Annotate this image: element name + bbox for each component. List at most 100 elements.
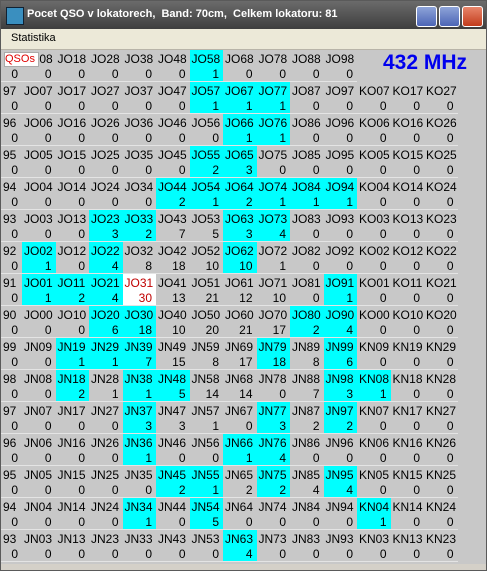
locator-cell[interactable]: JO53 5 — [189, 210, 223, 242]
locator-cell[interactable]: JO56 0 — [189, 114, 223, 146]
locator-cell[interactable]: JN93 0 — [323, 530, 357, 562]
locator-cell[interactable]: JN23 0 — [89, 530, 123, 562]
locator-cell[interactable]: JN75 2 — [256, 466, 290, 498]
locator-cell[interactable]: JO95 0 — [323, 146, 357, 178]
locator-cell[interactable]: JN85 4 — [290, 466, 324, 498]
locator-cell[interactable]: KN05 0 — [357, 466, 391, 498]
locator-cell[interactable]: JO47 0 — [156, 82, 190, 114]
locator-cell[interactable]: KO15 0 — [390, 146, 424, 178]
locator-cell[interactable]: JO54 1 — [189, 178, 223, 210]
locator-cell[interactable]: KN23 0 — [424, 530, 458, 562]
locator-cell[interactable]: JN98 3 — [323, 370, 357, 402]
locator-cell[interactable]: JO60 21 — [223, 306, 257, 338]
locator-cell[interactable]: JO25 0 — [89, 146, 123, 178]
locator-cell[interactable]: KO17 0 — [390, 82, 424, 114]
locator-cell[interactable]: KN17 0 — [390, 402, 424, 434]
minimize-button[interactable] — [416, 6, 437, 27]
locator-cell[interactable]: KO16 0 — [390, 114, 424, 146]
locator-cell[interactable]: JN07 0 — [22, 402, 56, 434]
locator-cell[interactable]: KO23 0 — [424, 210, 458, 242]
locator-cell[interactable]: KN27 0 — [424, 402, 458, 434]
locator-cell[interactable]: JN64 0 — [223, 498, 257, 530]
locator-cell[interactable]: JO77 1 — [256, 82, 290, 114]
locator-cell[interactable]: KO12 0 — [390, 242, 424, 274]
locator-cell[interactable]: JO12 0 — [55, 242, 89, 274]
locator-cell[interactable]: JN35 0 — [122, 466, 156, 498]
locator-cell[interactable]: JN94 0 — [323, 498, 357, 530]
locator-cell[interactable]: JN43 0 — [156, 530, 190, 562]
locator-cell[interactable]: JN88 7 — [290, 370, 324, 402]
locator-cell[interactable]: KO02 0 — [357, 242, 391, 274]
locator-cell[interactable]: 92 0 — [1, 242, 22, 274]
locator-cell[interactable]: KN19 0 — [390, 338, 424, 370]
locator-cell[interactable]: 97 0 — [1, 402, 22, 434]
locator-cell[interactable]: JO24 0 — [89, 178, 123, 210]
locator-cell[interactable]: KO21 0 — [424, 274, 458, 306]
locator-cell[interactable]: KN03 0 — [357, 530, 391, 562]
locator-cell[interactable]: JN49 15 — [156, 338, 190, 370]
locator-cell[interactable]: JN25 0 — [89, 466, 123, 498]
locator-cell[interactable]: KN09 0 — [357, 338, 391, 370]
locator-cell[interactable]: JO23 3 — [89, 210, 123, 242]
locator-cell[interactable]: JO50 20 — [189, 306, 223, 338]
locator-cell[interactable]: JN83 0 — [290, 530, 324, 562]
locator-cell[interactable]: JN37 3 — [122, 402, 156, 434]
locator-cell[interactable]: KN07 0 — [357, 402, 391, 434]
locator-cell[interactable]: JO92 0 — [323, 242, 357, 274]
locator-cell[interactable]: JN79 18 — [256, 338, 290, 370]
locator-cell[interactable]: JO58 1 — [189, 50, 223, 82]
locator-cell[interactable]: JO22 4 — [89, 242, 123, 274]
locator-cell[interactable]: JO46 0 — [156, 114, 190, 146]
locator-cell[interactable]: JN96 0 — [323, 434, 357, 466]
locator-cell[interactable]: 95 0 — [1, 466, 22, 498]
locator-cell[interactable]: JN46 0 — [156, 434, 190, 466]
locator-cell[interactable]: KN14 0 — [390, 498, 424, 530]
locator-cell[interactable]: JO51 21 — [189, 274, 223, 306]
locator-cell[interactable]: KO06 0 — [357, 114, 391, 146]
locator-cell[interactable]: JO13 0 — [55, 210, 89, 242]
locator-cell[interactable]: 96 0 — [1, 434, 22, 466]
locator-cell[interactable]: JO40 10 — [156, 306, 190, 338]
locator-cell[interactable]: JO61 12 — [223, 274, 257, 306]
locator-cell[interactable]: JN47 3 — [156, 402, 190, 434]
locator-cell[interactable]: 98 0 — [1, 370, 22, 402]
locator-cell[interactable]: KO25 0 — [424, 146, 458, 178]
locator-cell[interactable]: KO10 0 — [390, 306, 424, 338]
locator-cell[interactable]: JN24 0 — [89, 498, 123, 530]
locator-cell[interactable]: KO00 0 — [357, 306, 391, 338]
locator-cell[interactable]: JN08 0 — [22, 370, 56, 402]
locator-cell[interactable]: KO22 0 — [424, 242, 458, 274]
locator-cell[interactable]: JO04 0 — [22, 178, 56, 210]
locator-cell[interactable]: JO42 18 — [156, 242, 190, 274]
locator-cell[interactable]: KO26 0 — [424, 114, 458, 146]
locator-cell[interactable]: JO63 3 — [223, 210, 257, 242]
locator-cell[interactable]: JO68 0 — [223, 50, 257, 82]
locator-cell[interactable]: JO66 1 — [223, 114, 257, 146]
locator-cell[interactable]: JN99 6 — [323, 338, 357, 370]
locator-cell[interactable]: KO20 0 — [424, 306, 458, 338]
locator-cell[interactable]: JN89 8 — [290, 338, 324, 370]
locator-cell[interactable]: JO67 1 — [223, 82, 257, 114]
locator-cell[interactable]: JN97 2 — [323, 402, 357, 434]
locator-cell[interactable]: JO65 3 — [223, 146, 257, 178]
locator-cell[interactable]: JO15 0 — [55, 146, 89, 178]
locator-cell[interactable]: KN15 0 — [390, 466, 424, 498]
locator-cell[interactable]: JO44 2 — [156, 178, 190, 210]
locator-cell[interactable]: JO62 10 — [223, 242, 257, 274]
locator-cell[interactable]: KO27 0 — [424, 82, 458, 114]
locator-cell[interactable]: 97 0 — [1, 82, 22, 114]
locator-cell[interactable]: JO36 0 — [122, 114, 156, 146]
locator-cell[interactable]: JO18 0 — [55, 50, 89, 82]
locator-cell[interactable]: 91 0 — [1, 274, 22, 306]
locator-cell[interactable]: JO17 0 — [55, 82, 89, 114]
locator-cell[interactable]: KO03 0 — [357, 210, 391, 242]
locator-cell[interactable]: 95 0 — [1, 146, 22, 178]
locator-cell[interactable]: 99 0 — [1, 338, 22, 370]
locator-cell[interactable]: 94 0 — [1, 178, 22, 210]
locator-cell[interactable]: JO88 0 — [290, 50, 324, 82]
locator-cell[interactable]: JO82 0 — [290, 242, 324, 274]
locator-cell[interactable]: JN59 8 — [189, 338, 223, 370]
locator-cell[interactable]: JN29 1 — [89, 338, 123, 370]
locator-cell[interactable]: JN45 2 — [156, 466, 190, 498]
locator-cell[interactable]: JO84 1 — [290, 178, 324, 210]
